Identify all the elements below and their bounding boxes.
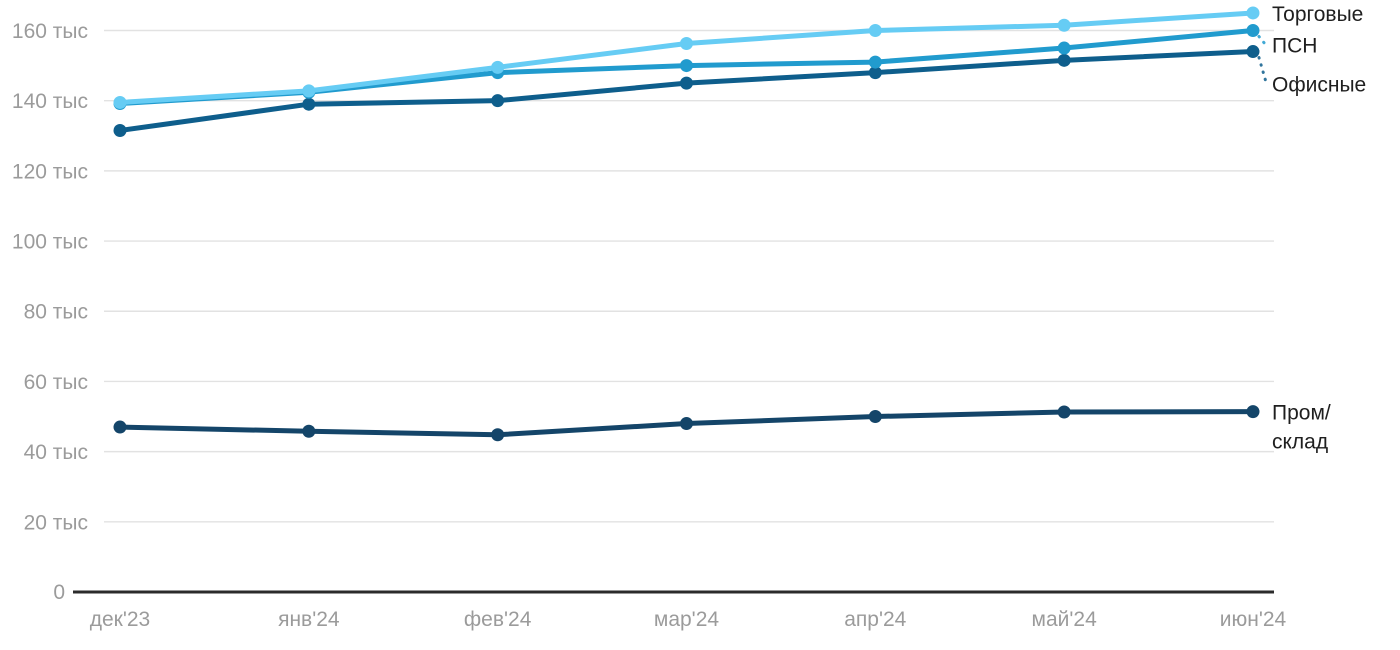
data-point[interactable]: [302, 424, 316, 438]
data-point[interactable]: [491, 94, 505, 108]
data-point[interactable]: [679, 417, 693, 431]
data-point[interactable]: [1057, 405, 1071, 419]
data-point[interactable]: [868, 23, 882, 37]
y-tick-label: 20 тыс: [24, 511, 88, 534]
series-label: ПСН: [1272, 34, 1317, 57]
series-label: склад: [1272, 431, 1328, 454]
data-point[interactable]: [113, 420, 127, 434]
y-tick-label: 120 тыс: [12, 160, 88, 183]
y-tick-label: 140 тыс: [12, 90, 88, 113]
data-point[interactable]: [113, 124, 127, 138]
data-point[interactable]: [1246, 6, 1260, 20]
y-tick-label: 60 тыс: [24, 371, 88, 394]
label-leader-line: [1257, 34, 1269, 48]
data-point[interactable]: [679, 36, 693, 50]
y-tick-label: 160 тыс: [12, 20, 88, 43]
label-leader-line: [1257, 56, 1269, 88]
x-tick-label: янв'24: [278, 608, 340, 631]
y-tick-label: 100 тыс: [12, 231, 88, 254]
y-tick-label: 80 тыс: [24, 301, 88, 324]
x-tick-label: май'24: [1032, 608, 1098, 631]
data-point[interactable]: [1057, 41, 1071, 55]
y-tick-label-zero: 0: [53, 581, 65, 604]
data-point[interactable]: [1246, 405, 1260, 419]
data-point[interactable]: [679, 59, 693, 73]
y-tick-label: 40 тыс: [24, 441, 88, 464]
data-point[interactable]: [868, 55, 882, 69]
data-point[interactable]: [1057, 53, 1071, 67]
series-label: Торговые: [1272, 3, 1363, 26]
x-tick-label: июн'24: [1220, 608, 1287, 631]
data-point[interactable]: [491, 428, 505, 442]
data-point[interactable]: [491, 60, 505, 74]
series-label: Пром/: [1272, 402, 1331, 425]
data-point[interactable]: [302, 84, 316, 98]
data-point[interactable]: [113, 95, 127, 109]
x-tick-label: дек'23: [90, 608, 151, 631]
data-point[interactable]: [868, 410, 882, 424]
data-point[interactable]: [302, 97, 316, 111]
x-tick-label: мар'24: [654, 608, 719, 631]
data-point[interactable]: [1246, 23, 1260, 37]
x-tick-label: апр'24: [844, 608, 906, 631]
data-point[interactable]: [1246, 45, 1260, 59]
data-point[interactable]: [1057, 18, 1071, 32]
data-point[interactable]: [868, 66, 882, 80]
data-point[interactable]: [679, 76, 693, 90]
x-tick-label: фев'24: [464, 608, 532, 631]
series-label: Офисные: [1272, 74, 1366, 97]
